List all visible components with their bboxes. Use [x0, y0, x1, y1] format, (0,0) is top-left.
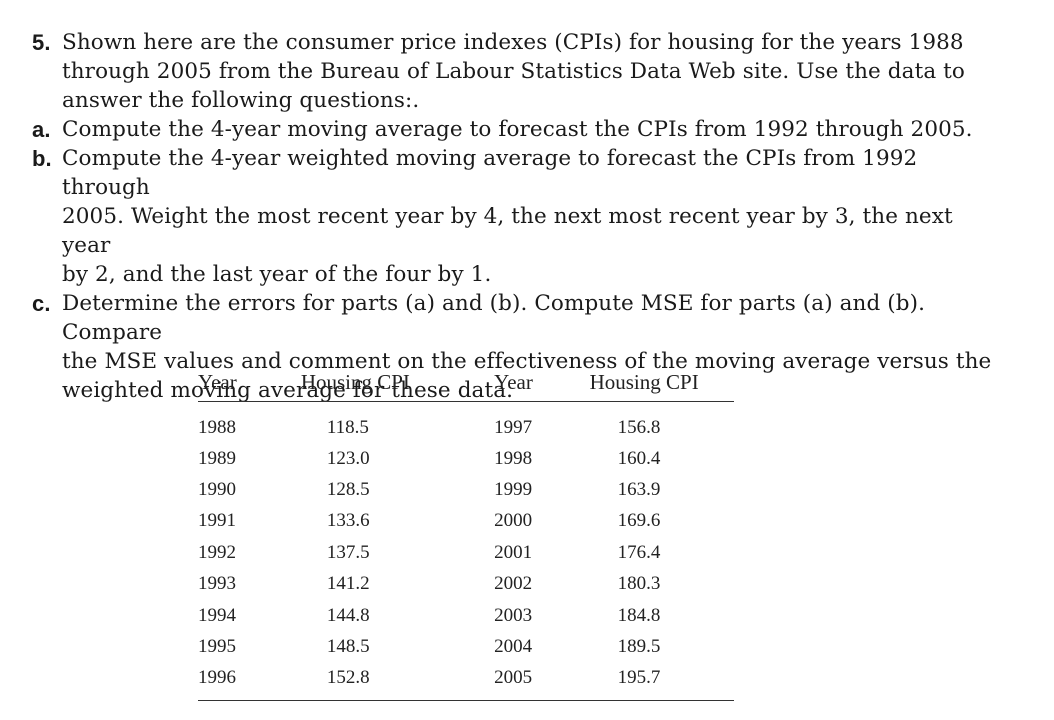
- header-year-left: Year: [198, 366, 297, 402]
- cpi-cell: 169.6: [617, 510, 661, 532]
- table-row: 1990 128.5 1999 163.9: [198, 474, 734, 505]
- housing-cpi-table: Year Housing CPI Year Housing CPI 1988 1…: [198, 366, 734, 702]
- cpi-cell: 176.4: [617, 541, 661, 563]
- cpi-cell: 141.2: [326, 573, 370, 595]
- part-b-line: 2005. Weight the most recent year by 4, …: [62, 204, 953, 258]
- question-part-a: a. Compute the 4-year moving average to …: [32, 115, 992, 144]
- year-cell: 1994: [198, 604, 236, 626]
- cpi-cell: 148.5: [326, 636, 370, 658]
- table-row: 1993 141.2 2002 180.3: [198, 569, 734, 600]
- year-cell: 1995: [198, 636, 236, 658]
- question-number: 5.: [32, 30, 51, 55]
- cpi-cell: 137.5: [326, 541, 370, 563]
- year-cell: 1990: [198, 479, 236, 501]
- cpi-cell: 160.4: [617, 447, 661, 469]
- cpi-cell: 180.3: [617, 573, 661, 595]
- table-row: 1991 133.6 2000 169.6: [198, 506, 734, 537]
- part-b-line: by 2, and the last year of the four by 1…: [62, 262, 492, 287]
- part-b-text: Compute the 4-year weighted moving avera…: [62, 144, 992, 289]
- cpi-cell: 189.5: [617, 636, 661, 658]
- part-c-label: c.: [32, 291, 51, 316]
- table-row: 1988 118.5 1997 156.8: [198, 402, 734, 444]
- year-cell: 2000: [494, 510, 533, 532]
- cpi-cell: 128.5: [326, 479, 370, 501]
- intro-line: answer the following questions:.: [62, 88, 420, 113]
- year-cell: 1989: [198, 447, 236, 469]
- table-header-row: Year Housing CPI Year Housing CPI: [198, 366, 734, 402]
- year-cell: 1998: [494, 447, 533, 469]
- table-row: 1989 123.0 1998 160.4: [198, 443, 734, 474]
- part-b-line: Compute the 4-year weighted moving avera…: [62, 146, 918, 200]
- cpi-cell: 123.0: [326, 447, 370, 469]
- table-row: 1996 152.8 2005 195.7: [198, 662, 734, 702]
- intro-line: through 2005 from the Bureau of Labour S…: [62, 59, 965, 84]
- table-row: 1995 148.5 2004 189.5: [198, 631, 734, 662]
- year-cell: 2002: [494, 573, 533, 595]
- year-cell: 1996: [198, 662, 297, 702]
- header-cpi-left: Housing CPI: [296, 366, 495, 402]
- year-cell: 1992: [198, 541, 236, 563]
- cpi-cell: 195.7: [589, 662, 734, 702]
- table-row: 1994 144.8 2003 184.8: [198, 600, 734, 631]
- cpi-cell: 144.8: [326, 604, 370, 626]
- question-intro: 5. Shown here are the consumer price ind…: [32, 28, 992, 115]
- year-cell: 2001: [494, 541, 533, 563]
- cpi-cell: 163.9: [617, 479, 661, 501]
- header-year-right: Year: [494, 366, 590, 402]
- year-cell: 2004: [494, 636, 533, 658]
- header-cpi-right: Housing CPI: [589, 366, 734, 402]
- year-cell: 1991: [198, 510, 236, 532]
- cpi-cell: 184.8: [617, 604, 661, 626]
- table-row: 1992 137.5 2001 176.4: [198, 537, 734, 568]
- cpi-cell: 156.8: [617, 416, 661, 438]
- cpi-cell: 118.5: [326, 416, 369, 438]
- cpi-cell: 133.6: [326, 510, 370, 532]
- year-cell: 1997: [494, 416, 533, 438]
- question-part-b: b. Compute the 4-year weighted moving av…: [32, 144, 992, 289]
- cpi-cell: 152.8: [296, 662, 495, 702]
- part-c-line: Determine the errors for parts (a) and (…: [62, 291, 926, 345]
- year-cell: 1988: [198, 416, 236, 438]
- question-intro-text: Shown here are the consumer price indexe…: [62, 28, 992, 115]
- question-block: 5. Shown here are the consumer price ind…: [32, 28, 992, 405]
- year-cell: 1993: [198, 573, 236, 595]
- part-a-line: Compute the 4-year moving average to for…: [62, 117, 973, 142]
- year-cell: 2003: [494, 604, 533, 626]
- part-a-label: a.: [32, 117, 51, 142]
- year-cell: 1999: [494, 479, 533, 501]
- part-a-text: Compute the 4-year moving average to for…: [62, 115, 992, 144]
- part-b-label: b.: [32, 146, 52, 171]
- intro-line: Shown here are the consumer price indexe…: [62, 30, 964, 55]
- year-cell: 2005: [494, 662, 590, 702]
